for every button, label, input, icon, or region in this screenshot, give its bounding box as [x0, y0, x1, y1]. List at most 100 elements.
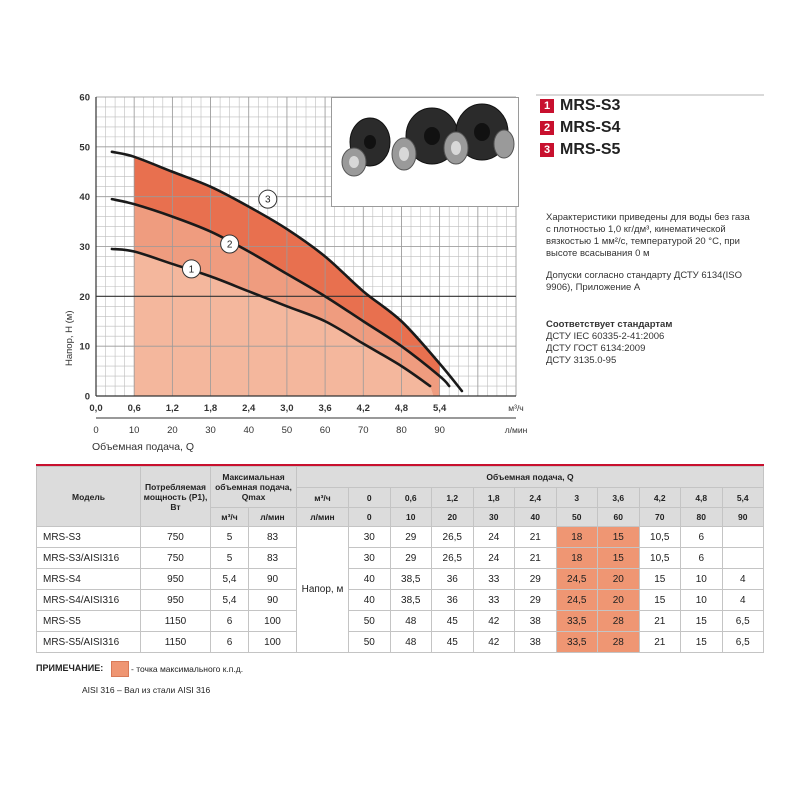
- flow-cell: 80: [680, 507, 723, 527]
- x-tick-label: 4,2: [357, 403, 370, 414]
- flow-cell: 40: [514, 507, 557, 527]
- head-value-cell: 33,5: [555, 610, 598, 632]
- head-value-cell: 38: [514, 631, 557, 653]
- head-value-cell: 29: [514, 568, 557, 590]
- head-value-cell: 21: [638, 610, 681, 632]
- head-value-cell: 28: [597, 631, 640, 653]
- qmax-m3h-cell: 5: [210, 526, 249, 548]
- y-tick-label: 30: [79, 242, 90, 253]
- x-tick-label: 0,0: [89, 403, 102, 414]
- head-value-cell: 6: [680, 547, 723, 569]
- table-row: MRS-S5 1150 6 100 50 48 45 42 38 33,5 28 21 15 6,5: [36, 610, 764, 632]
- head-value-cell: 45: [431, 610, 474, 632]
- head-value-cell: 24: [472, 526, 515, 548]
- flow-cell: 0: [348, 487, 391, 508]
- tolerances-text: Допуски согласно стандарту ДСТУ 6134(ISO…: [546, 270, 756, 294]
- head-value-cell: 40: [348, 589, 391, 611]
- conditions-paragraph: Характеристики приведены для воды без га…: [546, 212, 750, 259]
- efficiency-swatch: [111, 661, 129, 677]
- model-cell: MRS-S5: [36, 610, 141, 632]
- table-row: MRS-S3 750 5 83 Напор, м 30 29 26,5 24 21 18 15 10,5…: [36, 526, 764, 653]
- head-value-cell: 40: [348, 568, 391, 590]
- legend-label: MRS-S3: [560, 97, 621, 114]
- table-top-rule: [36, 464, 764, 467]
- qmax-m3h-cell: 6: [210, 610, 249, 632]
- x2-tick-label: 50: [282, 425, 293, 436]
- unit-lmin: л/мин: [296, 507, 349, 527]
- unit-m3h: м³/ч: [296, 487, 349, 508]
- head-value-cell: 30: [348, 526, 391, 548]
- model-cell: MRS-S5/AISI316: [36, 631, 141, 653]
- head-value-cell: 33: [472, 568, 515, 590]
- x2-tick-label: 10: [129, 425, 140, 436]
- product-image: [331, 97, 519, 207]
- flow-cell: 90: [721, 507, 764, 527]
- flow-cell: 5,4: [721, 487, 764, 508]
- head-value-cell: 28: [597, 610, 640, 632]
- flow-cell: 4,2: [638, 487, 681, 508]
- qmax-lmin-cell: 83: [248, 547, 297, 569]
- note-swatch-text: - точка максимального к.п.д.: [131, 664, 244, 674]
- note-title: ПРИМЕЧАНИЕ:: [36, 663, 104, 673]
- spec-table: Модель Потребляемая мощность (Р1), Вт Ма…: [36, 465, 764, 653]
- y-tick-label: 50: [79, 142, 90, 153]
- head-value-cell: 10,5: [638, 547, 681, 569]
- head-value-cell: 6,5: [721, 610, 764, 632]
- standard-line: ДСТУ 3135.0-95: [546, 355, 617, 366]
- head-value-cell: 21: [514, 547, 557, 569]
- flow-cell: 2,4: [514, 487, 557, 508]
- head-value-cell: [721, 547, 764, 569]
- note-aisi-text: – Вал из стали AISI 316: [117, 685, 211, 695]
- col-header-model: Модель: [36, 466, 141, 527]
- head-value-cell: 48: [389, 610, 432, 632]
- flow-cell: 1,8: [472, 487, 515, 508]
- y-tick-label: 0: [85, 392, 90, 403]
- table-row: MRS-S3/AISI316 750 5 83 30 29 26,5 24 21 18 15 10,5…: [36, 547, 764, 569]
- flow-cell: 30: [472, 507, 515, 527]
- head-value-cell: 38: [514, 610, 557, 632]
- x2-tick-label: 40: [243, 425, 254, 436]
- unit-lmin: л/мин: [248, 507, 297, 527]
- head-value-cell: 36: [431, 589, 474, 611]
- head-value-cell: [721, 526, 764, 548]
- x2-tick-label: 90: [434, 425, 445, 436]
- x-tick-label: 3,6: [318, 403, 331, 414]
- flow-cell: 4,8: [680, 487, 723, 508]
- head-value-cell: 4: [721, 589, 764, 611]
- head-value-cell: 18: [555, 547, 598, 569]
- table-header-row: Модель Потребляемая мощность (Р1), Вт Ма…: [36, 465, 764, 527]
- curve-3: [110, 150, 464, 393]
- flow-cell: 60: [597, 507, 640, 527]
- col-header-power: Потребляемая мощность (Р1), Вт: [140, 466, 211, 527]
- head-value-cell: 36: [431, 568, 474, 590]
- flow-cell: 3,6: [597, 487, 640, 508]
- table-row: MRS-S4 950 5,4 90 40 38,5 36 33 29 24,5 20 15 10 4: [36, 568, 764, 590]
- head-value-cell: 29: [514, 589, 557, 611]
- standards-title: Соответствует стандартам: [546, 319, 673, 330]
- model-cell: MRS-S3/AISI316: [36, 547, 141, 569]
- model-cell: MRS-S4: [36, 568, 141, 590]
- legend-item-1: 1 MRS-S3: [540, 97, 620, 115]
- x2-tick-label: 70: [358, 425, 369, 436]
- y-tick-label: 40: [79, 192, 90, 203]
- head-value-cell: 20: [597, 568, 640, 590]
- head-value-cell: 29: [389, 526, 432, 548]
- qmax-m3h-cell: 6: [210, 631, 249, 653]
- x2-tick-label: 30: [205, 425, 216, 436]
- head-label-cell: Напор, м: [296, 526, 349, 653]
- head-value-cell: 21: [514, 526, 557, 548]
- x-tick-label: 1,2: [166, 403, 179, 414]
- legend-number: 2: [540, 121, 554, 135]
- head-value-cell: 42: [472, 631, 515, 653]
- qmax-lmin-cell: 90: [248, 589, 297, 611]
- head-value-cell: 24,5: [555, 589, 598, 611]
- flow-cell: 70: [638, 507, 681, 527]
- standard-line: ДСТУ IEC 60335-2-41:2006: [546, 331, 665, 342]
- curve-label: 2: [227, 240, 233, 251]
- curve-label: 1: [189, 264, 195, 275]
- standard-line: ДСТУ ГОСТ 6134:2009: [546, 343, 646, 354]
- standards-text: Соответствует стандартам ДСТУ IEC 60335-…: [546, 319, 756, 367]
- y-tick-label: 10: [79, 342, 90, 353]
- head-value-cell: 10: [680, 589, 723, 611]
- head-value-cell: 15: [638, 568, 681, 590]
